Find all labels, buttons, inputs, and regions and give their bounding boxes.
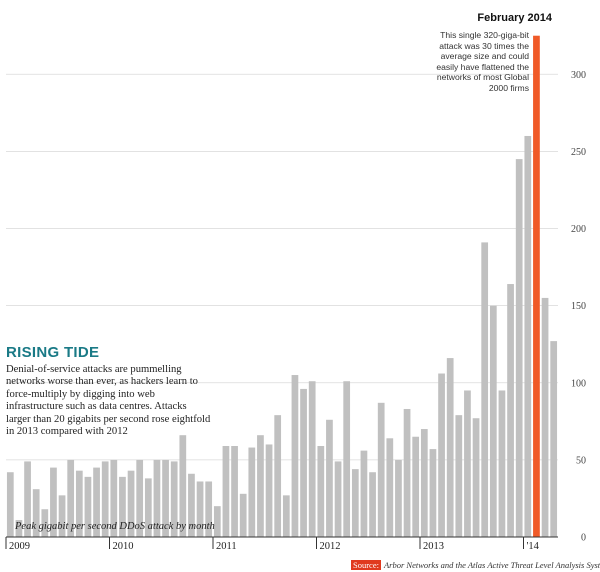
bar xyxy=(84,476,92,537)
bar xyxy=(386,438,394,537)
bar xyxy=(6,472,14,537)
bar xyxy=(541,297,549,537)
bar xyxy=(395,459,402,537)
bar xyxy=(274,415,282,537)
y-tick-label: 150 xyxy=(571,301,586,312)
y-tick-label: 250 xyxy=(571,147,586,158)
bar xyxy=(257,435,264,537)
x-year-label: 2013 xyxy=(423,541,444,552)
bar xyxy=(455,415,463,537)
bar xyxy=(291,375,299,537)
chart-subtitle: Denial-of-service attacks are pummelling… xyxy=(6,364,211,438)
x-year-label: 2009 xyxy=(9,541,30,552)
bar xyxy=(58,495,66,537)
bar xyxy=(179,435,187,537)
bar xyxy=(93,467,100,537)
bar xyxy=(507,284,514,537)
bar-highlight xyxy=(533,35,540,537)
bar xyxy=(101,461,109,537)
bar xyxy=(300,388,307,537)
bar xyxy=(15,520,23,537)
y-axis-caption: Peak gigabit per second DDoS attack by m… xyxy=(15,521,215,532)
bar xyxy=(196,481,204,537)
bar xyxy=(377,402,385,537)
x-year-label: 2012 xyxy=(320,541,341,552)
x-year-label: 2011 xyxy=(216,541,237,552)
bar xyxy=(205,481,213,537)
bar xyxy=(326,419,333,537)
highlight-date-label: February 2014 xyxy=(477,12,552,24)
gridlines xyxy=(6,73,558,538)
bar xyxy=(351,469,359,537)
bar xyxy=(481,242,489,537)
bar xyxy=(429,449,437,537)
bar xyxy=(403,408,411,537)
y-tick-label: 200 xyxy=(571,224,586,235)
bar xyxy=(119,476,126,537)
source-tag: Source: xyxy=(351,560,381,570)
bar xyxy=(438,373,445,537)
x-year-label: 2010 xyxy=(113,541,134,552)
bar xyxy=(136,459,144,537)
bars xyxy=(6,35,558,537)
bar xyxy=(412,436,420,537)
bar xyxy=(360,450,368,537)
x-year-label: '14 xyxy=(527,541,540,552)
source-text: Arbor Networks and the Atlas Active Thre… xyxy=(383,560,600,570)
bar xyxy=(343,381,351,537)
bar xyxy=(265,444,273,537)
bar xyxy=(369,472,376,537)
bar xyxy=(515,159,523,537)
y-tick-label: 300 xyxy=(571,70,586,81)
source-line: Source: Arbor Networks and the Atlas Acti… xyxy=(351,560,600,570)
bar xyxy=(153,459,161,537)
bar xyxy=(50,467,57,537)
bar xyxy=(472,418,480,537)
bar xyxy=(239,493,247,537)
bar xyxy=(317,445,325,537)
bar xyxy=(222,445,230,537)
bar xyxy=(420,429,428,537)
bar xyxy=(32,489,40,537)
bar xyxy=(75,470,83,537)
bar xyxy=(127,470,135,537)
bar xyxy=(334,461,342,537)
bar xyxy=(446,358,454,537)
bar xyxy=(162,459,169,537)
bar xyxy=(282,495,290,537)
bar xyxy=(489,305,497,537)
y-tick-label: 100 xyxy=(571,378,586,389)
bar xyxy=(170,461,178,537)
bar xyxy=(67,459,75,537)
bar xyxy=(41,509,49,537)
bar xyxy=(464,390,471,537)
bar xyxy=(524,135,532,537)
bar xyxy=(213,506,221,537)
bar xyxy=(144,478,152,537)
y-tick-label: 0 xyxy=(581,533,586,544)
bar xyxy=(498,390,506,537)
axes: 0 50 100 150 200 250 300 2009 2010 2011 2012 2013 '1… xyxy=(5,70,586,552)
chart-title: RISING TIDE xyxy=(6,344,100,361)
bar xyxy=(188,473,195,537)
bar xyxy=(308,381,316,537)
highlight-annotation: This single 320-giga-bit attack was 30 t… xyxy=(436,30,529,93)
bar xyxy=(550,341,558,537)
bar xyxy=(24,461,31,537)
bar xyxy=(248,447,256,537)
bar xyxy=(110,459,118,537)
y-tick-label: 50 xyxy=(576,455,586,466)
bar xyxy=(231,445,238,537)
chart-intro: RISING TIDE Denial-of-service attacks ar… xyxy=(6,344,211,438)
